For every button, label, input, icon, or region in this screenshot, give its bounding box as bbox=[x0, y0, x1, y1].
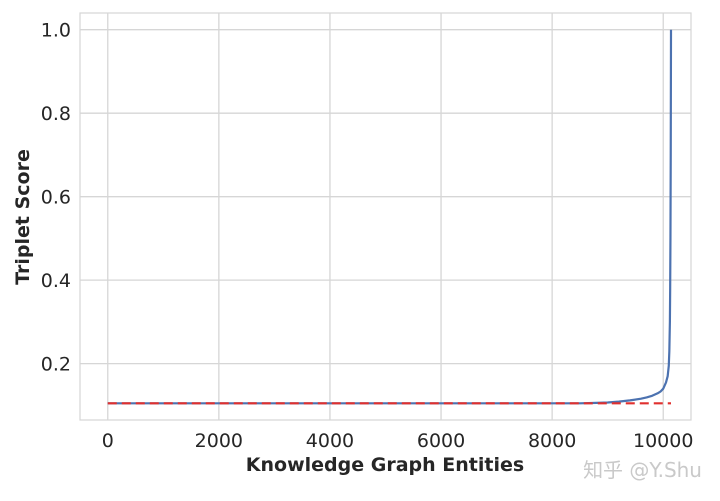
tick-labels: 0 2000 4000 6000 8000 10000 0.2 0.4 0.6 0.8 1.0 bbox=[41, 20, 694, 452]
series-layer bbox=[107, 29, 673, 405]
y-tick-label: 0.4 bbox=[41, 270, 71, 292]
x-tick-label: 0 bbox=[102, 430, 114, 452]
grid bbox=[80, 13, 691, 420]
x-tick-label: 10000 bbox=[633, 430, 693, 452]
y-tick-label: 0.2 bbox=[41, 354, 71, 376]
x-tick-label: 4000 bbox=[306, 430, 354, 452]
x-tick-label: 2000 bbox=[195, 430, 243, 452]
y-axis-label: Triplet Score bbox=[12, 149, 34, 285]
x-axis-label: Knowledge Graph Entities bbox=[246, 454, 524, 476]
y-tick-label: 0.8 bbox=[41, 103, 71, 125]
y-tick-label: 0.6 bbox=[41, 187, 71, 209]
x-tick-label: 6000 bbox=[417, 430, 465, 452]
x-tick-label: 8000 bbox=[528, 430, 576, 452]
watermark: 知乎 @Y.Shu bbox=[583, 458, 702, 482]
y-tick-label: 1.0 bbox=[41, 20, 71, 42]
plot-area bbox=[79, 12, 692, 421]
